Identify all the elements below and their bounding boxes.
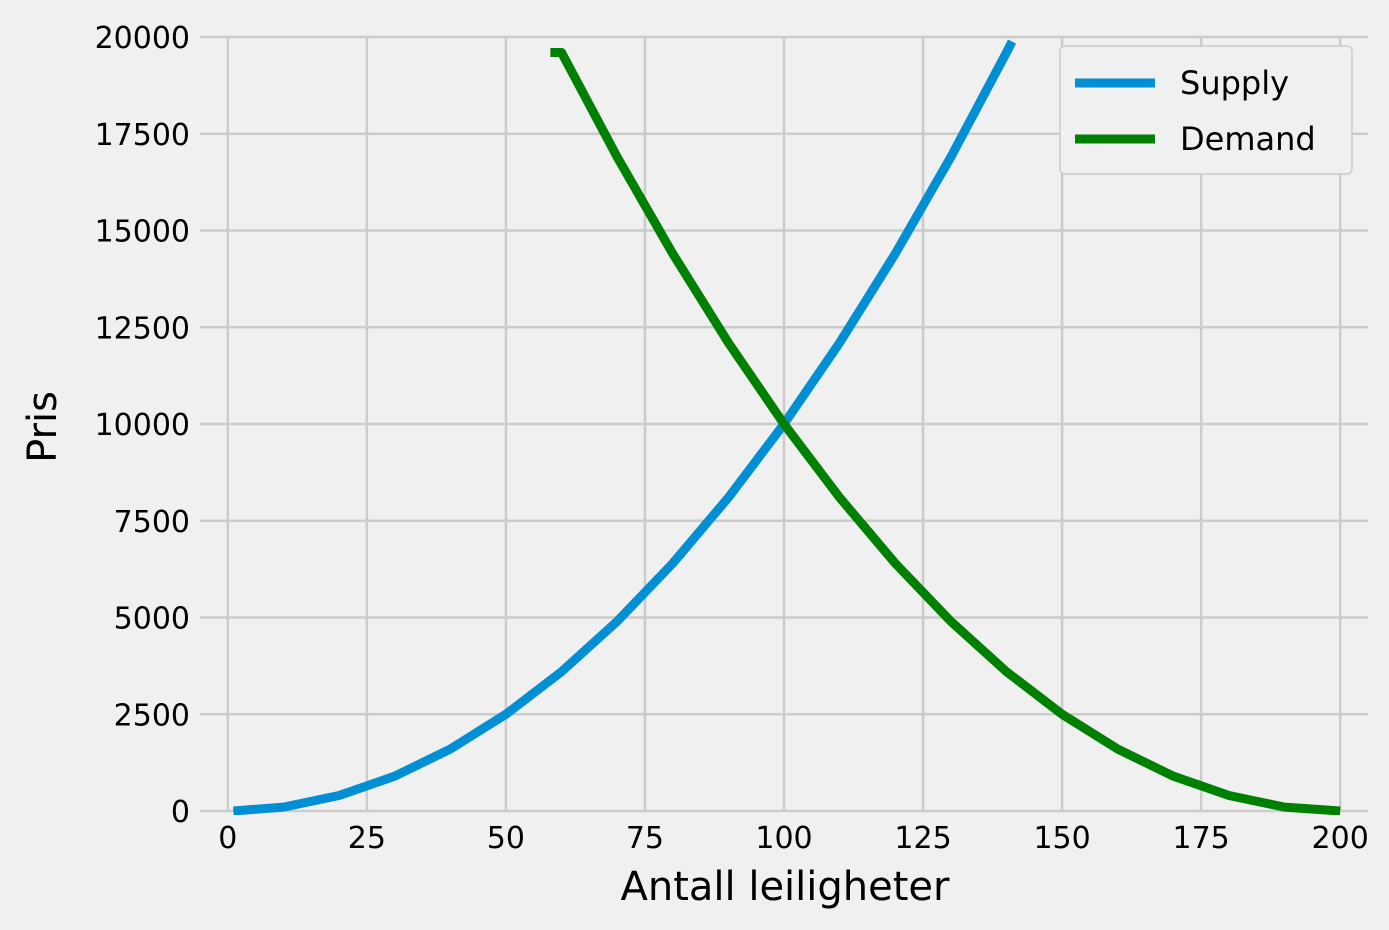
x-axis-label: Antall leiligheter — [620, 864, 950, 910]
x-tick-label: 75 — [626, 821, 664, 856]
y-tick-label: 20000 — [95, 21, 190, 56]
legend-label-demand: Demand — [1180, 120, 1316, 158]
series-line-demand — [550, 47, 1341, 815]
y-tick-label: 0 — [171, 795, 190, 830]
legend: Supply Demand — [1059, 45, 1353, 175]
y-tick-label: 15000 — [95, 215, 190, 250]
legend-label-supply: Supply — [1180, 64, 1289, 102]
x-tick-label: 100 — [755, 821, 812, 856]
x-tick-label: 0 — [218, 821, 237, 856]
x-tick-label: 175 — [1173, 821, 1230, 856]
y-tick-label: 7500 — [114, 505, 190, 540]
series-line-supply — [233, 39, 1017, 815]
y-tick-label: 17500 — [95, 118, 190, 153]
x-tick-label: 50 — [487, 821, 525, 856]
y-tick-label: 12500 — [95, 311, 190, 346]
y-tick-label: 2500 — [114, 698, 190, 733]
x-tick-label: 200 — [1312, 821, 1369, 856]
y-tick-label: 5000 — [114, 602, 190, 637]
x-tick-label: 125 — [894, 821, 951, 856]
y-tick-labels: 0 2500 5000 7500 10000 12500 15000 17500 20000 — [95, 21, 190, 830]
x-tick-labels: 0 25 50 75 100 125 150 175 200 — [218, 821, 1369, 856]
x-tick-label: 25 — [348, 821, 386, 856]
y-tick-label: 10000 — [95, 408, 190, 443]
x-tick-label: 150 — [1033, 821, 1090, 856]
series-layer — [233, 39, 1341, 815]
y-axis-label: Pris — [20, 391, 66, 463]
